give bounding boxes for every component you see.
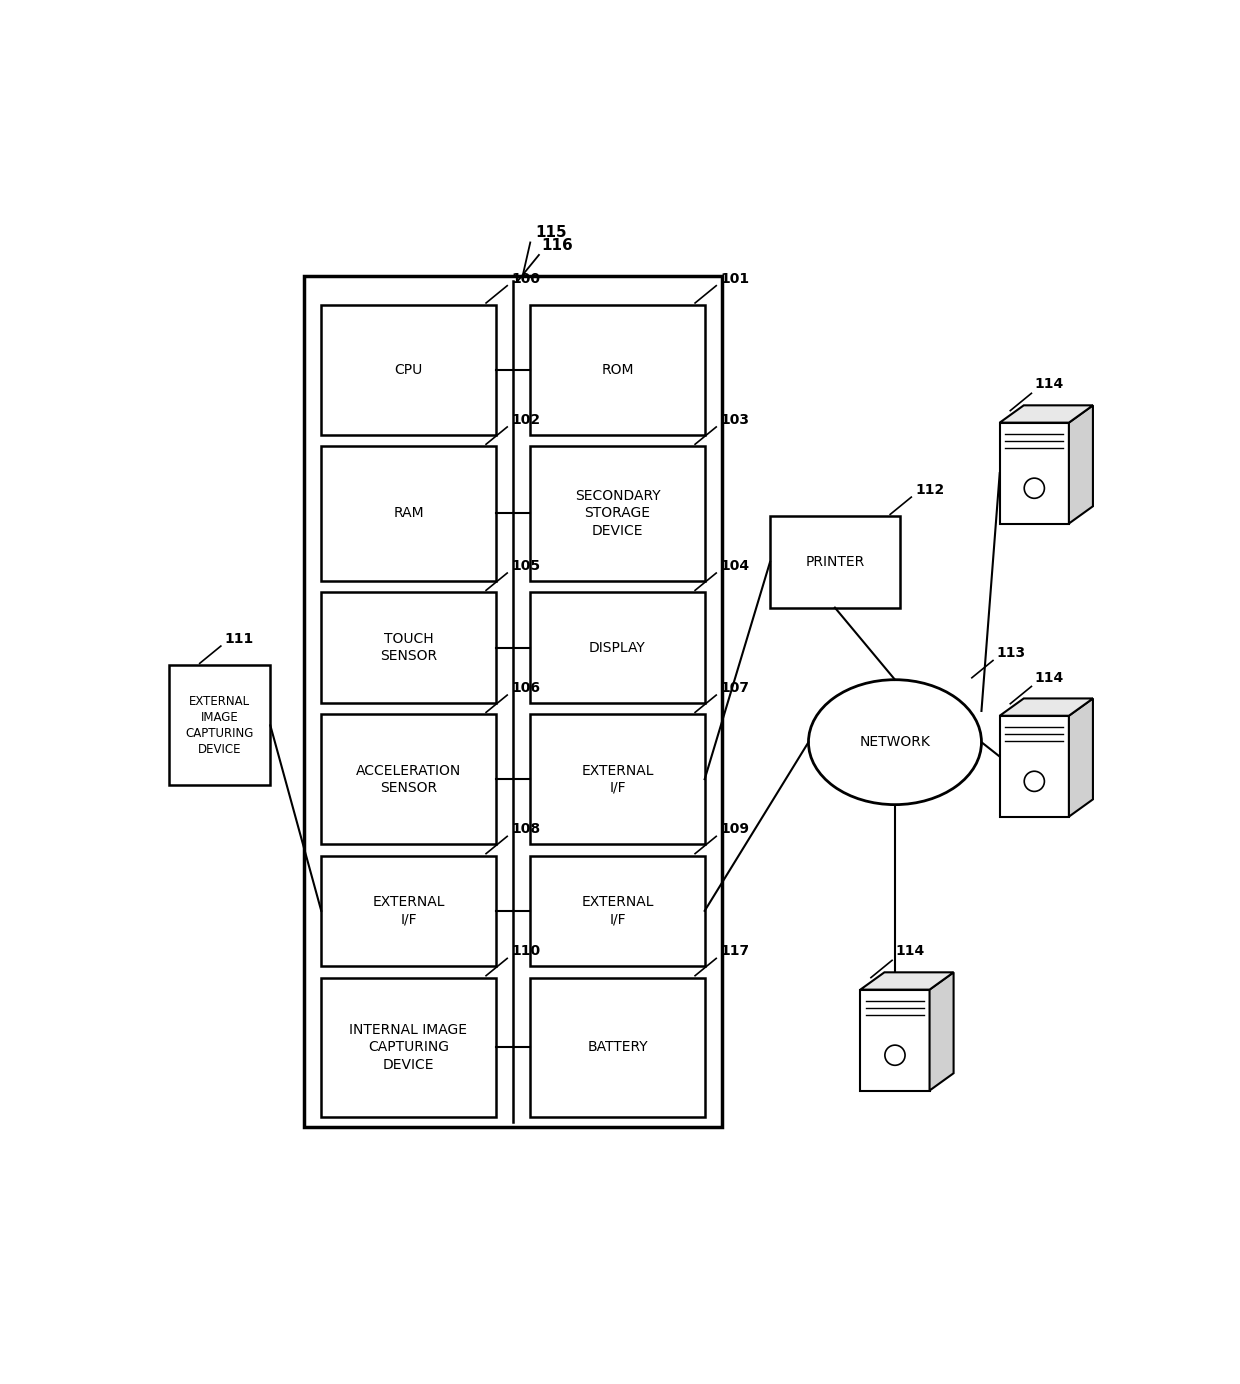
Polygon shape [861,973,954,990]
Text: 104: 104 [720,559,749,573]
Polygon shape [1069,406,1092,523]
Text: 107: 107 [720,681,749,695]
Bar [531,714,704,844]
Text: 101: 101 [720,271,749,285]
Bar [321,977,496,1117]
Bar [531,592,704,703]
Text: EXTERNAL
I/F: EXTERNAL I/F [582,764,653,794]
Text: 109: 109 [720,822,749,836]
Bar [861,990,930,1091]
Text: ROM: ROM [601,363,634,376]
Text: 114: 114 [895,944,924,958]
Polygon shape [999,406,1092,422]
Bar [531,977,704,1117]
Bar [321,592,496,703]
Text: 110: 110 [511,944,541,958]
Text: DISPLAY: DISPLAY [589,641,646,655]
Bar [531,855,704,966]
Text: 114: 114 [1034,378,1064,392]
Text: INTERNAL IMAGE
CAPTURING
DEVICE: INTERNAL IMAGE CAPTURING DEVICE [350,1023,467,1071]
Text: 111: 111 [224,632,254,646]
Text: TOUCH
SENSOR: TOUCH SENSOR [379,632,436,663]
Polygon shape [930,973,954,1091]
Bar [999,716,1069,817]
Text: 100: 100 [511,271,541,285]
Bar [999,422,1069,523]
Bar [531,446,704,581]
Text: 108: 108 [511,822,541,836]
Text: 102: 102 [511,412,541,426]
Text: EXTERNAL
IMAGE
CAPTURING
DEVICE: EXTERNAL IMAGE CAPTURING DEVICE [186,695,254,756]
Ellipse shape [808,680,982,804]
Text: SECONDARY
STORAGE
DEVICE: SECONDARY STORAGE DEVICE [574,489,660,538]
Text: CPU: CPU [394,363,423,376]
Bar [321,304,496,435]
Text: PRINTER: PRINTER [805,555,864,569]
Text: 103: 103 [720,412,749,426]
Text: ACCELERATION
SENSOR: ACCELERATION SENSOR [356,764,461,794]
Text: 113: 113 [997,646,1025,660]
Bar [321,855,496,966]
Bar [321,446,496,581]
Circle shape [885,1045,905,1066]
Text: BATTERY: BATTERY [588,1041,647,1055]
Text: 112: 112 [915,483,945,497]
Circle shape [1024,771,1044,792]
Polygon shape [999,699,1092,716]
Polygon shape [1069,699,1092,817]
Text: 117: 117 [720,944,749,958]
Text: EXTERNAL
I/F: EXTERNAL I/F [372,895,445,926]
Circle shape [1024,477,1044,498]
Text: 116: 116 [542,238,574,253]
Text: 105: 105 [511,559,541,573]
Bar [321,714,496,844]
Text: 114: 114 [1034,670,1064,685]
Text: NETWORK: NETWORK [859,735,930,749]
Text: EXTERNAL
I/F: EXTERNAL I/F [582,895,653,926]
Bar [170,666,270,785]
Text: 115: 115 [536,224,567,239]
Bar [304,275,722,1127]
Bar [531,304,704,435]
Bar [770,516,900,608]
Text: 106: 106 [511,681,541,695]
Text: RAM: RAM [393,507,424,520]
